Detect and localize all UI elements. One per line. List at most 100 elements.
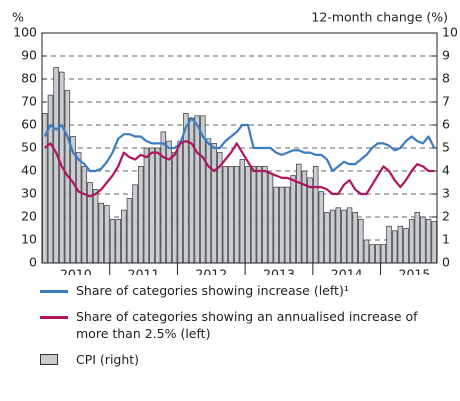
bar — [81, 166, 88, 264]
y2-tick-label: 3 — [442, 186, 450, 201]
x-tick-label: 2014 — [331, 267, 363, 276]
legend: Share of categories showing increase (le… — [40, 282, 440, 377]
bar — [262, 166, 268, 264]
x-tick-label: 2015 — [399, 267, 431, 276]
y2-tick-label: 8 — [442, 71, 450, 86]
bar — [335, 207, 341, 264]
legend-label: Share of categories showing an annualise… — [76, 309, 418, 341]
y2-tick-label: 4 — [442, 163, 450, 178]
bar — [346, 207, 353, 264]
legend-item: Share of categories showing an annualise… — [40, 308, 440, 342]
bar — [75, 152, 82, 264]
legend-key — [40, 351, 68, 365]
bar — [188, 117, 195, 264]
y2-tick-label: 10 — [442, 25, 458, 40]
y-tick-label: 10 — [21, 232, 37, 247]
bar — [363, 239, 370, 264]
legend-label: CPI (right) — [76, 352, 140, 367]
bar — [205, 138, 212, 264]
bar — [132, 184, 138, 264]
legend-label: Share of categories showing increase (le… — [76, 283, 349, 298]
line — [43, 117, 436, 173]
bar — [296, 163, 302, 264]
y2-tick-label: 1 — [442, 232, 450, 247]
bar — [358, 218, 364, 264]
y2-tick-label: 6 — [442, 117, 450, 132]
y2-tick-label: 5 — [442, 140, 450, 155]
y-tick-label: 70 — [21, 94, 37, 109]
bar — [414, 212, 420, 264]
bar — [391, 230, 398, 264]
bar — [239, 159, 246, 264]
y-tick-label: 90 — [21, 48, 37, 63]
bar — [386, 225, 392, 264]
bar — [149, 147, 155, 264]
y-tick-label: 100 — [13, 25, 37, 40]
plot-frame — [41, 32, 438, 264]
y2-tick-label: 7 — [442, 94, 450, 109]
bar — [228, 166, 234, 264]
bar — [121, 209, 127, 264]
bar — [312, 166, 319, 264]
y-tick-label: 50 — [21, 140, 37, 155]
x-tick-label: 2010 — [60, 267, 92, 276]
bar — [92, 189, 99, 264]
y-tick-label: 40 — [21, 163, 37, 178]
bar — [397, 225, 404, 264]
bar — [98, 202, 104, 264]
y2-tick-label: 9 — [442, 48, 450, 63]
bar — [104, 205, 110, 264]
legend-key — [40, 282, 68, 293]
bar — [431, 221, 437, 264]
bar — [154, 147, 161, 264]
bar — [177, 140, 183, 264]
bar — [115, 218, 121, 264]
bar — [194, 115, 200, 264]
chart: % 12-month change (%) 010203040506070809… — [12, 10, 458, 276]
bar — [109, 218, 116, 264]
y2-tick-label: 0 — [442, 255, 450, 270]
bar — [284, 186, 291, 264]
y-tick-label: 20 — [21, 209, 37, 224]
legend-swatch — [40, 290, 68, 293]
bar — [183, 113, 189, 264]
y-axis-label: % — [12, 10, 24, 25]
bar — [369, 244, 375, 264]
bar — [324, 212, 330, 264]
bar — [171, 152, 178, 264]
bar — [375, 244, 381, 264]
x-tick-label: 2011 — [128, 267, 160, 276]
bar — [352, 212, 358, 264]
bar — [250, 166, 257, 264]
bar — [408, 218, 415, 264]
x-tick-label: 2013 — [263, 267, 295, 276]
bar — [273, 186, 279, 264]
bar — [279, 186, 285, 264]
bar — [290, 175, 296, 264]
legend-item: CPI (right) — [40, 351, 440, 368]
bar — [256, 166, 262, 264]
bar — [267, 172, 274, 264]
bar — [245, 166, 251, 264]
bar — [318, 191, 325, 264]
y-tick-label: 0 — [29, 255, 37, 270]
y2-tick-label: 2 — [442, 209, 450, 224]
bar — [403, 228, 409, 264]
bar — [233, 166, 240, 264]
y2-axis-label: 12-month change (%) — [311, 10, 448, 25]
bar — [211, 143, 217, 264]
legend-item: Share of categories showing increase (le… — [40, 282, 440, 299]
legend-swatch — [40, 316, 68, 319]
line — [44, 140, 435, 198]
bar — [126, 198, 133, 264]
bar — [341, 209, 347, 264]
bar — [138, 166, 144, 264]
legend-key — [40, 308, 68, 319]
bar — [222, 166, 229, 264]
bar — [307, 177, 313, 264]
bar — [160, 131, 167, 264]
bar — [47, 94, 54, 264]
x-tick-label: 2012 — [195, 267, 227, 276]
y-tick-label: 80 — [21, 71, 37, 86]
